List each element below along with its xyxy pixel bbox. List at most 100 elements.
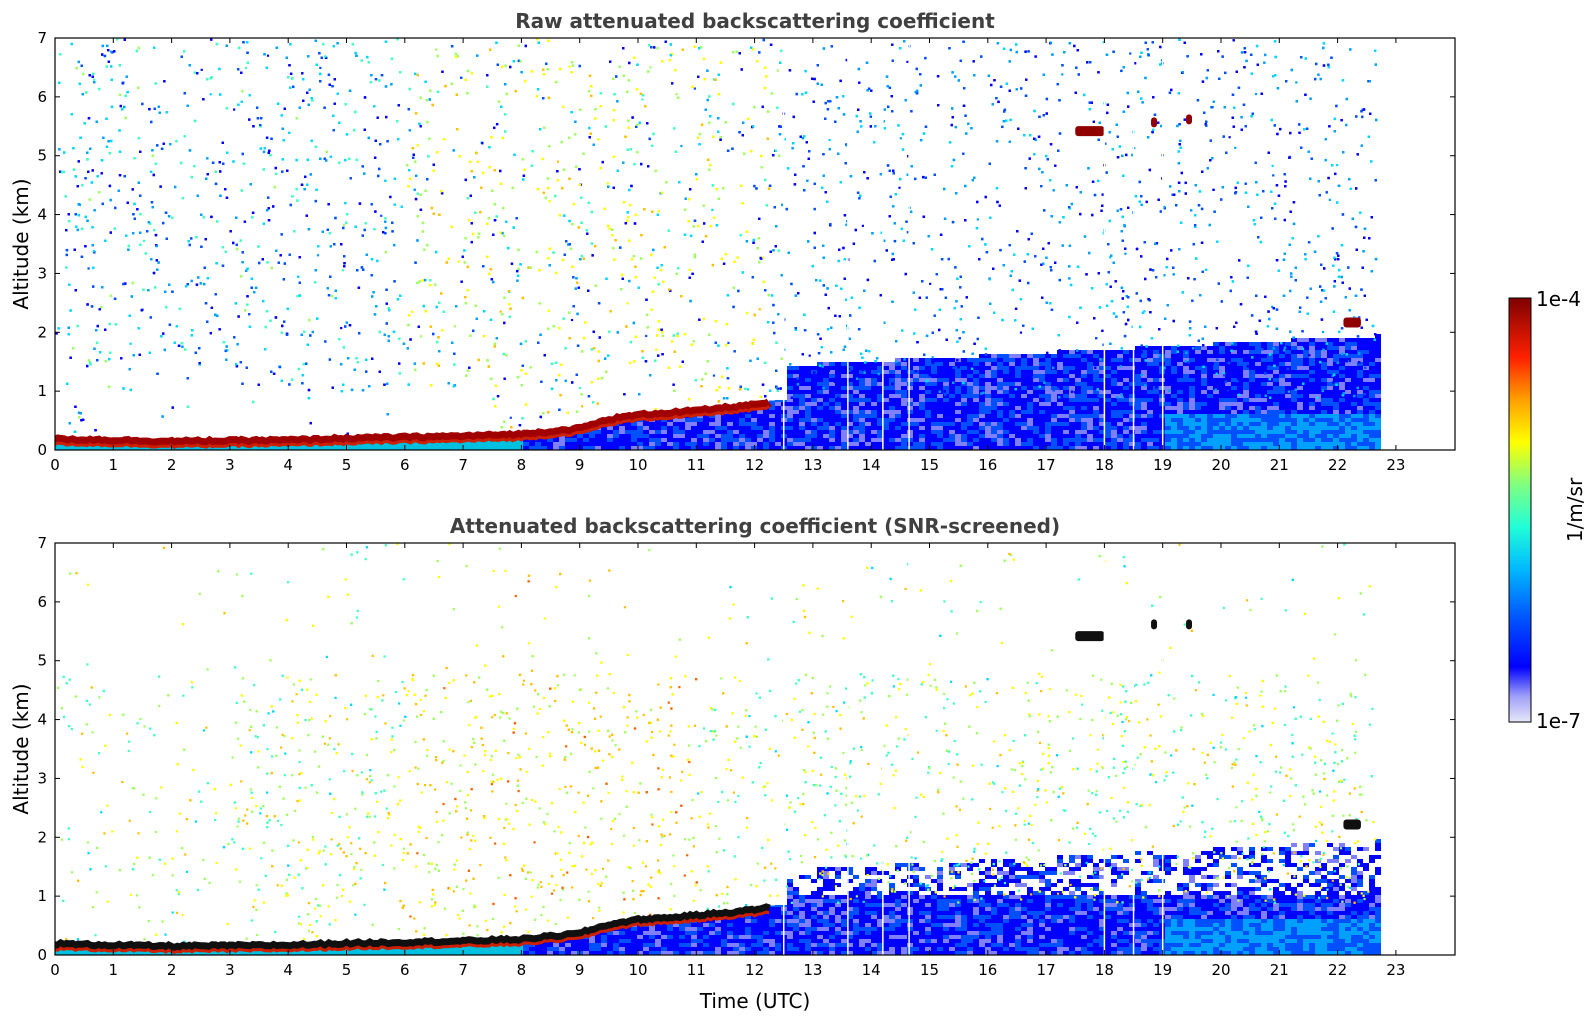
speckle-cell [435,48,438,51]
mixing-layer-cell [553,442,559,446]
mixing-layer-cell [553,438,559,442]
mixing-layer-cell [1015,374,1021,378]
mixing-layer-cell [1285,374,1291,378]
mixing-layer-cell [937,442,943,446]
mixing-layer-cell [991,410,997,414]
mixing-layer-cell [709,426,715,430]
mixing-layer-cell [1147,350,1153,354]
mixing-layer-cell [1165,378,1171,382]
mixing-layer-cell [1105,442,1111,446]
mixing-layer-cell [1099,434,1105,438]
mixing-layer-cell [1345,378,1351,382]
mixing-layer-cell [865,390,871,394]
mixing-layer-cell [1273,410,1279,414]
mixing-layer-cell [1315,390,1321,394]
mixing-layer-cell [895,394,901,398]
mixing-layer-cell [1327,426,1333,430]
mixing-layer-cell [943,394,949,398]
mixing-layer-cell [979,406,985,410]
mixing-layer-cell [889,414,895,418]
mixing-layer-cell [1189,382,1195,386]
mixing-layer-cell [823,402,829,406]
mixing-layer-cell [1009,366,1015,370]
mixing-layer-cell [1045,390,1051,394]
mixing-layer-cell [1117,382,1123,386]
mixing-layer-cell [1309,390,1315,394]
mixing-layer-cell [1027,374,1033,378]
mixing-layer-cell [1129,378,1135,382]
mixing-layer-cell [1063,354,1069,358]
speckle-cell [712,374,716,377]
mixing-layer-cell [1213,378,1219,382]
mixing-layer-cell [1123,406,1129,410]
mixing-layer-cell [799,442,805,446]
mixing-layer-cell [1225,418,1231,422]
mixing-layer-cell [973,386,979,390]
mixing-layer-cell [823,390,829,394]
mixing-layer-cell [1057,350,1063,354]
mixing-layer-cell [1303,434,1309,438]
mixing-layer-cell [1291,366,1297,370]
mixing-layer-cell [1135,358,1141,362]
mixing-layer-cell [1093,382,1099,386]
mixing-layer-cell [1219,418,1225,422]
mixing-layer-cell [889,426,895,430]
mixing-layer-cell [835,366,841,370]
mixing-layer-cell [1093,390,1099,394]
mixing-layer-cell [1009,362,1015,366]
mixing-layer-cell [1141,434,1147,438]
mixing-layer-cell [865,362,871,366]
mixing-layer-cell [667,446,673,450]
mixing-layer-cell [955,362,961,366]
mixing-layer-cell [835,442,841,446]
mixing-layer-cell [1243,350,1249,354]
mixing-layer-cell [1045,386,1051,390]
mixing-layer-cell [829,382,835,386]
mixing-layer-cell [931,422,937,426]
mixing-layer-cell [1369,382,1375,386]
mixing-layer-cell [535,446,541,450]
mixing-layer-cell [1147,362,1153,366]
mixing-layer-cell [1135,426,1141,430]
speckle-cell [570,318,574,322]
mixing-layer-cell [1375,430,1381,434]
mixing-layer-cell [829,394,835,398]
mixing-layer-cell [1213,406,1219,410]
mixing-layer-cell [787,406,793,410]
mixing-layer-cell [1153,426,1159,430]
mixing-layer-cell [1261,366,1267,370]
mixing-layer-cell [961,434,967,438]
mixing-layer-cell [1375,334,1381,338]
speckle-cell [931,356,934,359]
mixing-layer-cell [787,422,793,426]
mixing-layer-cell [1297,386,1303,390]
speckle-cell [233,108,236,111]
mixing-layer-cell [805,394,811,398]
mixing-layer-cell [1039,406,1045,410]
mixing-layer-cell [1207,386,1213,390]
mixing-layer-cell [1135,382,1141,386]
mixing-layer-cell [1201,358,1207,362]
mixing-layer-cell [1339,338,1345,342]
mixing-layer-cell [1117,438,1123,442]
mixing-layer-cell [823,446,829,450]
mixing-layer-cell [685,442,691,446]
mixing-layer-cell [979,374,985,378]
mixing-layer-cell [997,386,1003,390]
mixing-layer-cell [1339,410,1345,414]
mixing-layer-cell [1075,438,1081,442]
mixing-layer-cell [571,446,577,450]
mixing-layer-cell [1153,362,1159,366]
mixing-layer-cell [991,402,997,406]
mixing-layer-cell [973,374,979,378]
mixing-layer-cell [775,430,781,434]
mixing-layer-cell [1333,402,1339,406]
mixing-layer-cell [931,390,937,394]
mixing-layer-cell [847,446,853,450]
speckle-cell [808,354,811,357]
mixing-layer-cell [811,426,817,430]
mixing-layer-cell [1027,382,1033,386]
mixing-layer-cell [1231,354,1237,358]
mixing-layer-cell [1327,446,1333,450]
mixing-layer-cell [853,374,859,378]
